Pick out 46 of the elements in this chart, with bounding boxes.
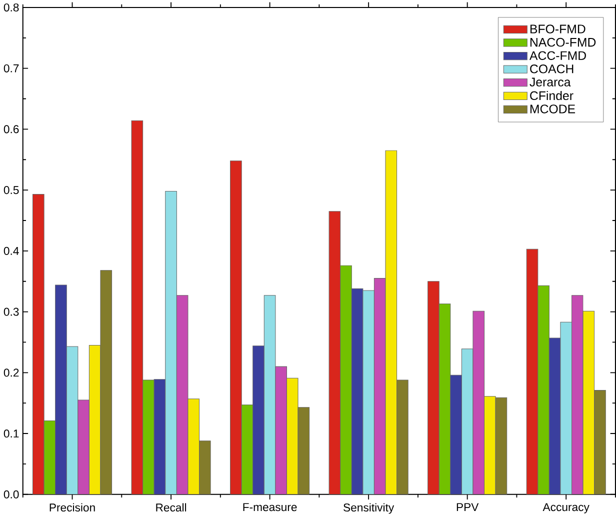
bar (385, 150, 398, 494)
bar (55, 284, 67, 494)
legend-label: COACH (530, 64, 574, 74)
x-tick-label: F-measure (243, 503, 297, 512)
bar (264, 294, 276, 494)
y-tick-label: 0.7 (4, 64, 19, 72)
legend-label: BFO-FMD (530, 24, 586, 34)
x-tick-label: Precision (50, 503, 95, 512)
bar (252, 346, 264, 494)
bar (571, 294, 584, 494)
legend-label: MCODE (530, 104, 576, 114)
y-tick-label: 0.1 (4, 429, 19, 438)
y-tick-label: 0.3 (4, 308, 19, 316)
y-tick-label: 0.6 (4, 125, 19, 134)
bar (461, 348, 474, 494)
x-tick-label: PPV (456, 503, 479, 511)
y-tick-label: 0.4 (4, 246, 19, 255)
bar (472, 310, 485, 494)
bar (286, 378, 298, 494)
bar (560, 322, 572, 494)
bar (188, 398, 200, 494)
legend-label: Jerarca (530, 78, 571, 86)
bar (165, 190, 177, 494)
bar (362, 290, 374, 494)
legend-label: CFinder (530, 90, 574, 100)
y-tick-label: 0.8 (4, 3, 19, 12)
bar (88, 344, 101, 494)
bar (78, 400, 90, 494)
bar (450, 374, 462, 494)
bar (176, 294, 188, 494)
bar (484, 396, 496, 494)
bar (374, 278, 386, 494)
bar (154, 378, 166, 494)
bar (582, 310, 595, 494)
y-tick-label: 0.2 (4, 368, 19, 377)
bar (548, 338, 561, 494)
y-tick-label: 0.5 (4, 186, 19, 194)
x-tick-label: Sensitivity (344, 503, 394, 514)
bar (275, 366, 287, 494)
bar (66, 346, 78, 494)
x-tick-label: Recall (156, 503, 186, 512)
x-tick-label: Accuracy (542, 503, 590, 514)
legend-label: ACC-FMD (529, 51, 586, 60)
y-tick-label: 0.0 (4, 490, 19, 498)
bar (351, 288, 364, 494)
legend-label: NACO-FMD (530, 38, 596, 47)
